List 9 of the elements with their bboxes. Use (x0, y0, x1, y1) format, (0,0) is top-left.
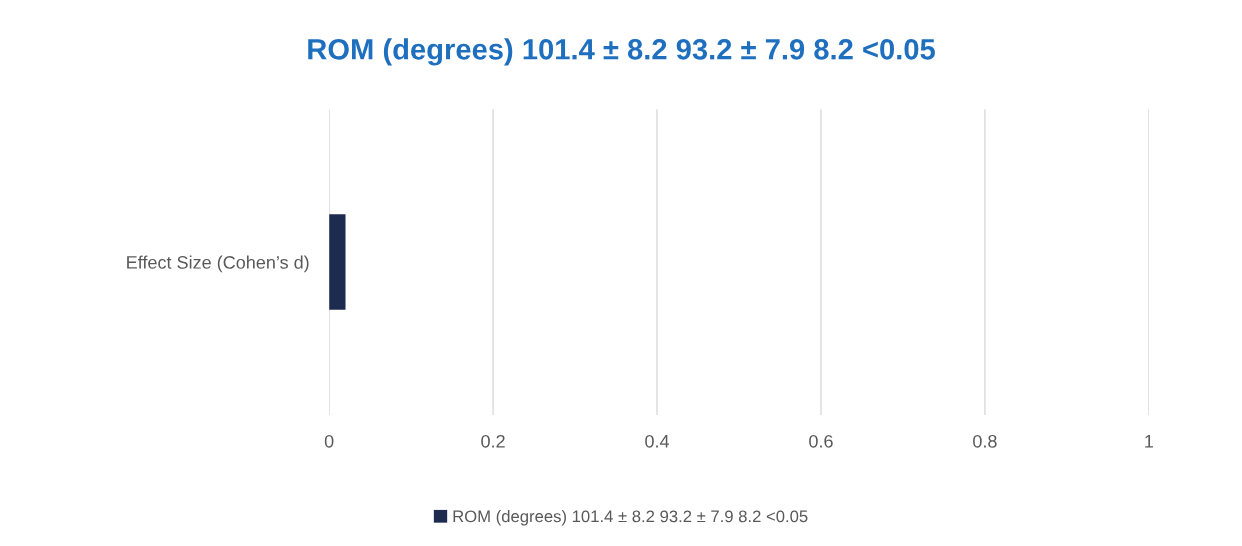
legend-label: ROM (degrees) 101.4 ± 8.2 93.2 ± 7.9 8.2 <0.05 (453, 510, 808, 526)
x-tick-label: 0 (324, 434, 334, 448)
x-tick-label: 1 (1145, 435, 1153, 448)
y-tick-label: Effect Size (Cohen’s d) (127, 255, 309, 273)
x-tick-label: 0.6 (809, 434, 833, 448)
x-tick-label: 0.4 (645, 434, 670, 448)
x-tick-label: 0.8 (973, 434, 997, 448)
x-tick-label: 0.2 (481, 434, 505, 448)
chart-title: ROM (degrees) 101.4 ± 8.2 93.2 ± 7.9 8.2 <0.05 (308, 38, 935, 66)
